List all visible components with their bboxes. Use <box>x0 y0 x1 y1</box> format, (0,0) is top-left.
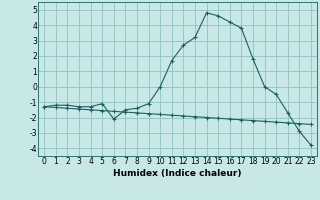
X-axis label: Humidex (Indice chaleur): Humidex (Indice chaleur) <box>113 169 242 178</box>
